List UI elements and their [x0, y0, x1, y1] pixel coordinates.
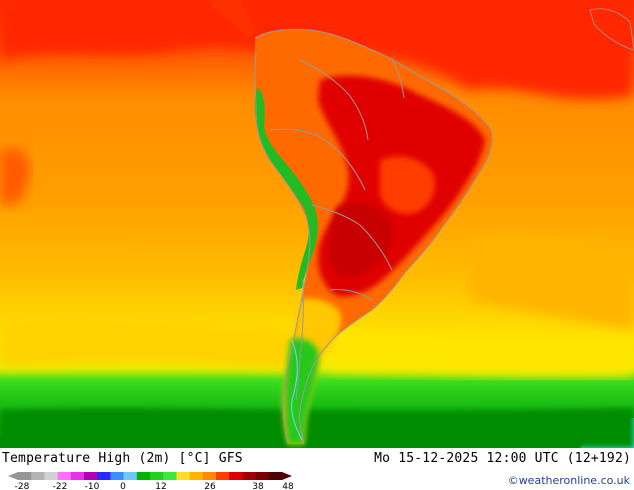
ocean-yellow-band-east — [330, 330, 634, 376]
ocean-cool-patch-east — [470, 237, 634, 330]
color-scale-arrow-right — [282, 472, 292, 480]
hot-core-chaco — [328, 203, 393, 278]
color-scale-tick-label: -22 — [53, 482, 68, 490]
ocean-warm-patch-west — [0, 148, 31, 206]
color-scale-swatch — [84, 472, 98, 480]
color-scale-swatch — [97, 472, 111, 480]
color-scale-swatch — [44, 472, 58, 480]
color-scale-tick-label: 0 — [120, 482, 126, 490]
color-scale-tick-label: 48 — [282, 482, 294, 490]
color-scale-swatch — [202, 472, 217, 480]
color-scale-swatch — [255, 472, 270, 480]
color-scale-swatch — [31, 472, 45, 480]
country-borders — [254, 28, 493, 445]
temperature-map — [0, 0, 634, 448]
color-scale-swatch — [110, 472, 124, 480]
color-scale-swatch — [136, 472, 151, 480]
ocean-yellow-band — [0, 316, 290, 370]
color-scale-tick-label: -28 — [15, 482, 30, 490]
color-scale-swatch — [163, 472, 177, 480]
color-scale-tick-label: 12 — [155, 482, 166, 490]
color-scale-tick-label: -10 — [85, 482, 100, 490]
coastline-detail — [291, 339, 303, 441]
color-scale-swatch — [57, 472, 72, 480]
ocean-deep-green — [0, 408, 634, 448]
color-scale-swatch — [242, 472, 256, 480]
color-scale-swatch — [18, 472, 32, 480]
color-scale-swatches — [8, 472, 292, 480]
central-america-land — [210, 0, 256, 38]
color-scale-tick-label: 26 — [204, 482, 216, 490]
color-scale-swatch — [176, 472, 190, 480]
andes-cold-strip — [254, 88, 318, 290]
color-scale: -28 -22 -10 0 12 26 38 48 — [8, 472, 294, 490]
color-scale-swatch — [70, 472, 85, 480]
color-scale-swatch — [216, 472, 230, 480]
color-scale-swatch — [123, 472, 138, 480]
color-scale-swatch — [189, 472, 204, 480]
warm-patch-center — [380, 156, 436, 215]
forecast-datetime: Mo 15-12-2025 12:00 UTC (12+192) — [374, 451, 631, 466]
footer-bar: Temperature High (2m) [°C] GFS Mo 15-12-… — [0, 448, 634, 490]
color-scale-swatch — [150, 472, 164, 480]
credit-link[interactable]: ©weatheronline.co.uk — [507, 474, 630, 487]
caribbean-islands — [589, 8, 634, 51]
color-scale-ticks: -28 -22 -10 0 12 26 38 48 — [15, 482, 294, 490]
color-scale-tick-label: 38 — [252, 482, 264, 490]
map-title: Temperature High (2m) [°C] GFS — [2, 451, 243, 466]
color-scale-swatch — [268, 472, 283, 480]
color-scale-swatch — [229, 472, 243, 480]
color-scale-arrow-left — [8, 472, 18, 480]
